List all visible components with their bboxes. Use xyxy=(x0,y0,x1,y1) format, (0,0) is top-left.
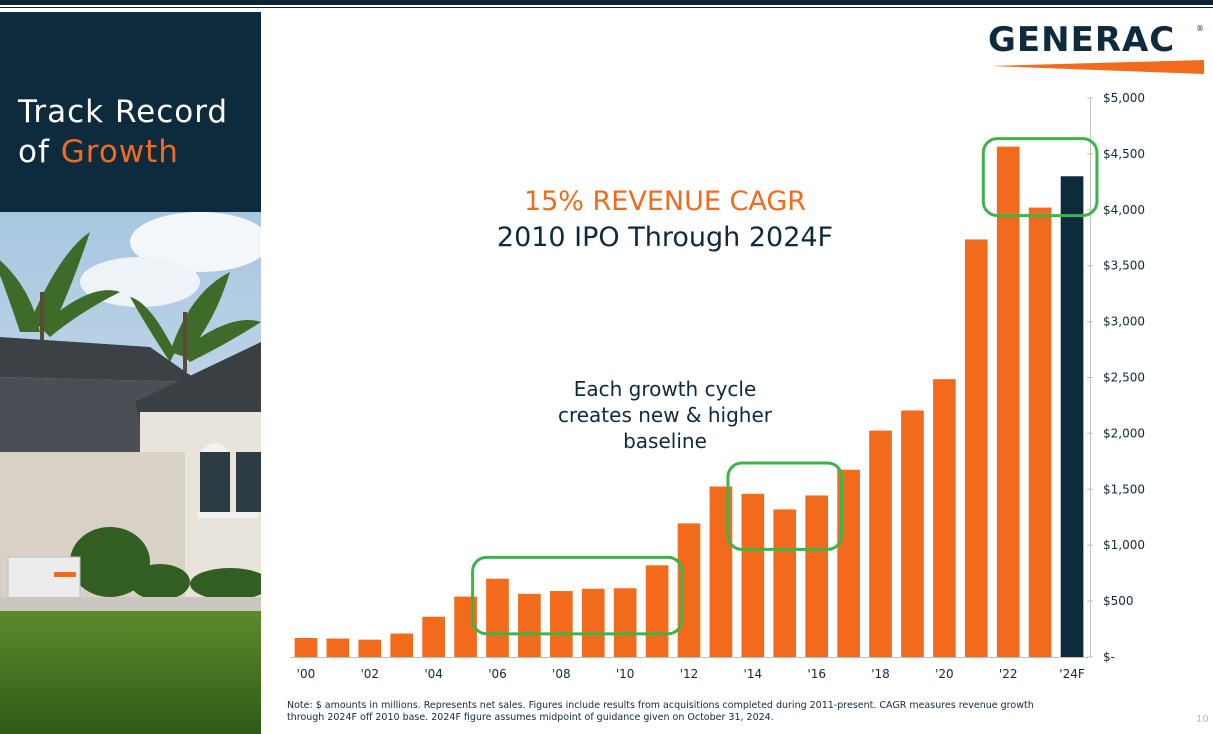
bar-18 xyxy=(869,430,892,657)
x-tick-label-4: '04 xyxy=(424,667,443,681)
bar-21 xyxy=(964,239,988,657)
x-tick-label-16: '16 xyxy=(807,667,826,681)
bar-23 xyxy=(1028,207,1052,657)
x-tick-label-24: '24F xyxy=(1059,667,1085,681)
logo-swoosh xyxy=(990,60,1204,74)
x-tick-label-22: '22 xyxy=(999,667,1018,681)
y-tick-label-6: $3,000 xyxy=(1103,315,1145,329)
x-tick-label-20: '20 xyxy=(935,667,954,681)
y-tick-label-7: $3,500 xyxy=(1103,259,1145,273)
growth-cycle-note-line-2: creates new & higher xyxy=(557,403,773,427)
bar-11 xyxy=(645,565,669,657)
x-tick-label-14: '14 xyxy=(744,667,763,681)
slide-title: Track Record of Growth xyxy=(18,92,228,172)
x-tick-label-8: '08 xyxy=(552,667,571,681)
bar-22 xyxy=(996,146,1020,657)
bar-10 xyxy=(613,588,637,657)
bar-24 xyxy=(1060,176,1084,657)
cagr-headline: 15% REVENUE CAGR xyxy=(523,186,807,217)
bar-15 xyxy=(773,509,797,657)
title-prefix: of xyxy=(18,134,61,170)
x-tick-label-18: '18 xyxy=(871,667,890,681)
y-tick-label-8: $4,000 xyxy=(1103,203,1145,217)
y-tick-label-1: $500 xyxy=(1103,594,1134,608)
footnote-line-2: through 2024F off 2010 base. 2024F figur… xyxy=(287,712,774,723)
growth-cycle-note: Each growth cycle creates new & higher b… xyxy=(540,376,790,454)
x-tick-label-6: '06 xyxy=(488,667,507,681)
bar-12 xyxy=(677,523,701,657)
title-line-1: Track Record xyxy=(18,94,229,130)
bar-16 xyxy=(805,495,829,657)
x-tick-label-10: '10 xyxy=(616,667,635,681)
bar-6 xyxy=(486,578,509,657)
x-tick-label-2: '02 xyxy=(361,667,380,681)
growth-cycle-note-line-3: baseline xyxy=(623,429,707,453)
bar-8 xyxy=(549,591,573,657)
x-tick-label-0: '00 xyxy=(297,667,316,681)
title-line-2: of Growth xyxy=(18,132,228,172)
y-tick-label-2: $1,000 xyxy=(1103,538,1145,552)
y-tick-label-3: $1,500 xyxy=(1103,482,1145,496)
bar-9 xyxy=(581,588,605,657)
y-tick-label-0: $- xyxy=(1103,650,1115,664)
x-tick-label-12: '12 xyxy=(680,667,699,681)
bar-14 xyxy=(741,493,765,657)
generac-logo: GENERAC ® xyxy=(988,22,1210,78)
house-generator-photo xyxy=(0,212,261,734)
bar-19 xyxy=(901,410,924,657)
footnote: Note: $ amounts in millions. Represents … xyxy=(287,700,1087,724)
page-number: 10 xyxy=(1196,714,1209,725)
bar-7 xyxy=(518,593,541,657)
bar-20 xyxy=(933,379,956,657)
bar-0 xyxy=(294,637,318,657)
bar-2 xyxy=(358,639,382,657)
logo-wordmark: GENERAC xyxy=(988,20,1176,60)
y-tick-label-5: $2,500 xyxy=(1103,371,1145,385)
cagr-subheadline: 2010 IPO Through 2024F xyxy=(496,222,834,253)
bar-4 xyxy=(422,616,445,657)
highlight-box-1 xyxy=(726,461,844,551)
growth-cycle-note-line-1: Each growth cycle xyxy=(573,377,757,401)
title-accent: Growth xyxy=(60,134,179,170)
highlight-box-2 xyxy=(981,137,1099,218)
highlight-box-0 xyxy=(471,555,684,636)
bar-1 xyxy=(326,638,350,657)
footnote-line-1: Note: $ amounts in millions. Represents … xyxy=(287,700,1034,711)
title-panel xyxy=(0,12,261,212)
top-rule-thin xyxy=(0,7,1213,8)
top-rule xyxy=(0,0,1213,5)
y-tick-label-9: $4,500 xyxy=(1103,147,1145,161)
logo-registered-mark: ® xyxy=(1196,24,1204,33)
y-tick-label-10: $5,000 xyxy=(1103,91,1145,105)
bar-3 xyxy=(390,633,414,657)
y-tick-label-4: $2,000 xyxy=(1103,426,1145,440)
